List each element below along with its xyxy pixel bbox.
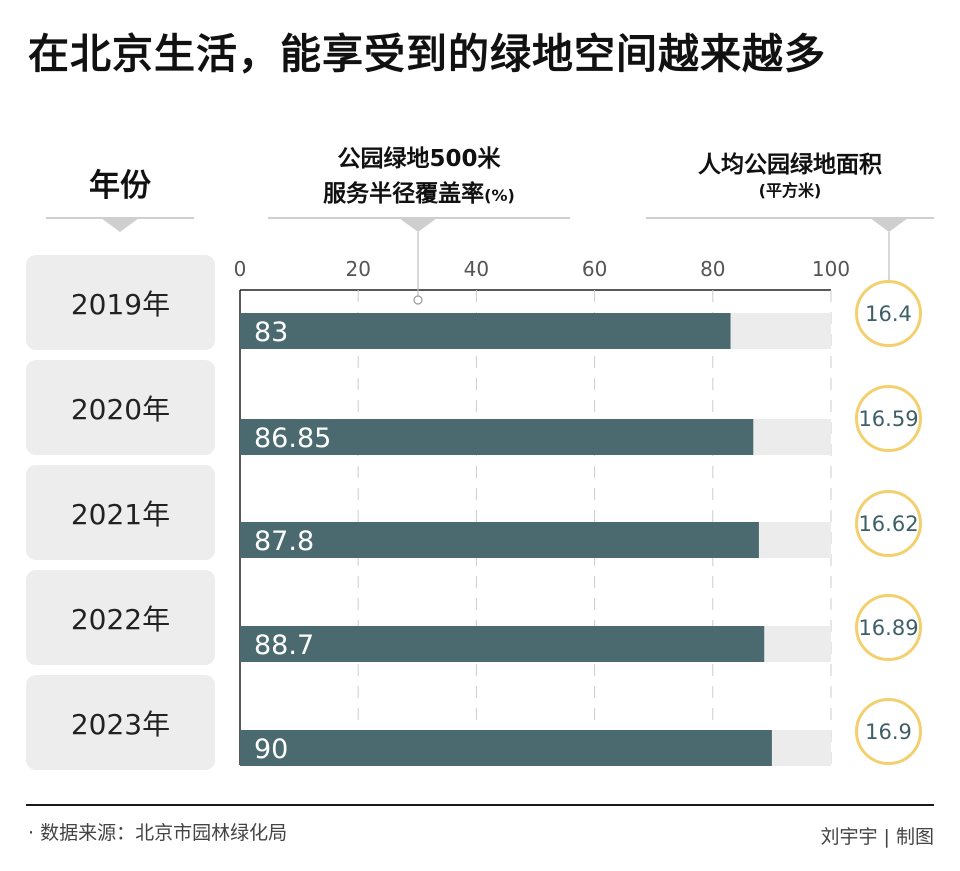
per-capita-area-value: 16.9	[855, 698, 922, 765]
per-capita-area-value: 16.59	[855, 385, 922, 452]
data-source: · 数据来源：北京市园林绿化局	[28, 822, 288, 844]
chart-credit: 刘宇宇 | 制图	[820, 826, 934, 848]
year-label: 2021年	[26, 465, 215, 560]
bar-value-label: 88.7	[254, 630, 314, 661]
coverage-column-header: 公园绿地500米 服务半径覆盖率(%)	[268, 142, 570, 213]
year-label: 2019年	[26, 255, 215, 350]
x-tick-label: 40	[464, 257, 489, 281]
coverage-bar	[240, 419, 754, 455]
area-column-header: 人均公园绿地面积 (平方米)	[646, 150, 934, 202]
per-capita-area-value: 16.89	[855, 594, 922, 661]
area-header-pointer	[870, 218, 908, 232]
x-tick-label: 0	[234, 257, 247, 281]
per-capita-area-value: 16.4	[855, 280, 922, 347]
bar-value-label: 86.85	[254, 423, 331, 454]
coverage-header-pointer	[399, 218, 437, 232]
coverage-bar	[240, 626, 765, 662]
area-header-label: 人均公园绿地面积	[698, 152, 882, 178]
footer-divider	[26, 804, 934, 806]
year-header-pointer	[101, 218, 139, 232]
bar-value-label: 87.8	[254, 526, 314, 557]
year-label: 2023年	[26, 675, 215, 770]
coverage-bar	[240, 522, 759, 558]
coverage-header-line1: 公园绿地500米	[337, 146, 501, 172]
x-tick-label: 80	[700, 257, 725, 281]
year-label: 2020年	[26, 360, 215, 455]
coverage-header-unit: (%)	[484, 186, 515, 205]
bar-value-label: 83	[254, 317, 288, 348]
x-tick-label: 100	[812, 257, 850, 281]
x-tick-label: 20	[345, 257, 370, 281]
coverage-header-line2: 服务半径覆盖率(%)	[268, 177, 570, 213]
area-header-unit: (平方米)	[758, 181, 822, 200]
coverage-pointer-dot	[413, 295, 423, 305]
coverage-bar	[240, 313, 731, 349]
per-capita-area-value: 16.62	[855, 490, 922, 557]
year-column-header: 年份	[89, 168, 151, 204]
year-label: 2022年	[26, 570, 215, 665]
chart-title: 在北京生活，能享受到的绿地空间越来越多	[28, 30, 826, 78]
coverage-header-label: 服务半径覆盖率	[323, 181, 485, 207]
x-tick-label: 60	[582, 257, 607, 281]
bar-value-label: 90	[254, 734, 288, 765]
area-header-rule	[646, 217, 934, 219]
coverage-bar	[240, 730, 772, 766]
